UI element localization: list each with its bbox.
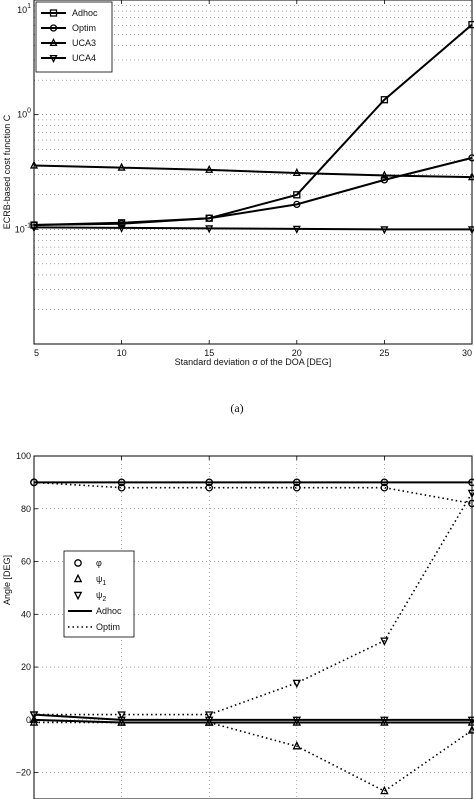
plot-a-xtick-label: 20 bbox=[292, 348, 302, 358]
plot-b-point-optim bbox=[380, 483, 389, 492]
plot-a-point-optim bbox=[380, 176, 389, 184]
plot-a-series-uca3 bbox=[33, 164, 473, 179]
plot-a-legend-label: UCA3 bbox=[72, 38, 96, 48]
plot-a-point-uca3 bbox=[117, 162, 126, 171]
plot-b-series-optim bbox=[34, 721, 473, 793]
plot-a-point-adhoc bbox=[380, 96, 389, 104]
plot-b-ytick-label: −20 bbox=[16, 768, 31, 778]
plot-a-point-uca4 bbox=[205, 225, 214, 234]
plot-b-legend-marker bbox=[74, 559, 82, 567]
plot-b-legend: φ ψ1 ψ2 Adhoc Optim bbox=[63, 550, 135, 638]
plot-a-legend-marker bbox=[49, 37, 58, 47]
plot-b-legend-marker bbox=[73, 591, 83, 601]
plot-a-point-uca3 bbox=[205, 164, 214, 173]
plot-b-point-optim bbox=[380, 637, 389, 646]
plot-b-point-adhoc bbox=[292, 478, 301, 487]
plot-a-legend-marker bbox=[49, 24, 58, 32]
plot-b-legend-label: Optim bbox=[96, 622, 120, 632]
plot-b-point-optim bbox=[468, 499, 474, 508]
plot-b-point-optim bbox=[292, 740, 302, 750]
plot-b-point-adhoc bbox=[468, 478, 474, 487]
plot-a-point-optim bbox=[468, 154, 474, 162]
plot-b-ytick-label: 100 bbox=[16, 451, 31, 461]
plot-b-series-adhoc bbox=[33, 713, 472, 721]
plot-a-point-uca3 bbox=[29, 160, 39, 169]
plot-a-xtick-label: 25 bbox=[379, 348, 389, 358]
plot-a-legend-label: Adhoc bbox=[72, 8, 98, 18]
plot-b-point-adhoc bbox=[292, 716, 302, 726]
plot-a-point-uca3 bbox=[292, 167, 301, 177]
plot-a-legend-marker bbox=[49, 54, 58, 64]
plot-b-point-optim bbox=[117, 711, 126, 720]
plot-b: −20 0 20 40 60 80 100 φ ψ1 ψ2 Adhoc Optim Angle [D… bbox=[2, 451, 474, 799]
plot-b-ytick-label: 0 bbox=[26, 715, 31, 725]
plot-a-ytick-label: 101 bbox=[17, 3, 31, 15]
plot-b-point-optim bbox=[29, 717, 39, 726]
plot-a-legend-label: Optim bbox=[72, 23, 96, 33]
plot-b-point-optim bbox=[30, 478, 38, 487]
plot-a-point-uca4 bbox=[380, 226, 389, 235]
caption-a: (a) bbox=[230, 401, 243, 415]
plot-b-point-optim bbox=[205, 483, 214, 492]
plot-b-point-optim bbox=[204, 711, 214, 720]
plot-a-legend: Adhoc Optim UCA3 UCA4 bbox=[35, 1, 113, 73]
plot-a-ytick-label: 100 bbox=[17, 108, 31, 120]
plot-b-point-adhoc bbox=[117, 478, 126, 487]
plot-a-point-optim bbox=[205, 214, 213, 222]
plot-a-point-uca4 bbox=[292, 225, 301, 234]
plot-b-ylabel: Angle [DEG] bbox=[2, 555, 12, 605]
plot-a-xtick-label: 15 bbox=[204, 348, 214, 358]
plot-a-xlabel: Standard deviation σ of the DOA [DEG] bbox=[175, 357, 332, 367]
plot-a-ticks: 5 10 15 20 25 30 10-1 100 101 bbox=[15, 0, 473, 358]
plot-b-point-optim bbox=[204, 717, 214, 726]
plot-b-series-optim bbox=[33, 481, 473, 505]
plot-b-point-adhoc bbox=[380, 716, 389, 726]
plot-b-point-optim bbox=[292, 679, 302, 689]
plot-a-xtick-label: 5 bbox=[34, 348, 39, 358]
plot-b-point-adhoc bbox=[380, 478, 389, 487]
plot-a-legend-label: UCA4 bbox=[72, 53, 96, 63]
plot-b-point-adhoc bbox=[205, 478, 214, 487]
plot-a-ytick-label: 10-1 bbox=[15, 222, 31, 234]
plot-b-point-optim bbox=[117, 483, 126, 492]
plot-a-series bbox=[29, 20, 474, 235]
plot-b-ytick-label: 80 bbox=[21, 504, 31, 514]
plot-b-series-optim bbox=[34, 492, 473, 716]
plot-b-point-optim bbox=[292, 483, 301, 492]
plot-b-point-optim bbox=[467, 725, 474, 734]
plot-b-ytick-label: 60 bbox=[21, 557, 31, 567]
plot-b-ytick-label: 20 bbox=[21, 662, 31, 672]
plot-b-legend-label: φ bbox=[96, 558, 102, 568]
plot-a-point-adhoc bbox=[293, 191, 301, 199]
plot-b-series bbox=[29, 478, 474, 795]
plot-a-series-uca4 bbox=[33, 226, 472, 231]
plot-b-point-optim bbox=[380, 785, 389, 795]
plot-a-xtick-label: 10 bbox=[117, 348, 127, 358]
plot-b-legend-label: Adhoc bbox=[96, 606, 122, 616]
plot-b-ticks: −20 0 20 40 60 80 100 bbox=[16, 451, 473, 778]
plot-b-point-optim bbox=[29, 711, 39, 720]
plot-b-legend-marker bbox=[73, 573, 83, 583]
plot-b-ytick-label: 40 bbox=[21, 609, 31, 619]
plot-a-point-optim bbox=[293, 200, 301, 209]
plot-b-legend-label: ψ1 bbox=[96, 574, 106, 587]
plot-a-ylabel: ECRB-based cost function C bbox=[2, 114, 12, 229]
plot-b-frame bbox=[33, 455, 473, 799]
plot-a: 5 10 15 20 25 30 10-1 100 101 Adhoc Optim UCA3 UCA4… bbox=[2, 0, 474, 367]
plot-a-frame bbox=[33, 0, 473, 345]
plot-b-legend-label: ψ2 bbox=[96, 590, 106, 603]
plot-a-legend-marker bbox=[49, 9, 58, 17]
plot-a-xtick-label: 30 bbox=[462, 348, 472, 358]
plot-a-point-uca3 bbox=[380, 170, 389, 179]
plot-a-point-uca4 bbox=[117, 224, 126, 233]
plot-a-point-optim bbox=[117, 220, 126, 228]
plot-a-point-uca4 bbox=[29, 224, 39, 233]
plot-b-point-optim bbox=[117, 717, 126, 726]
plot-a-point-adhoc bbox=[468, 20, 474, 29]
